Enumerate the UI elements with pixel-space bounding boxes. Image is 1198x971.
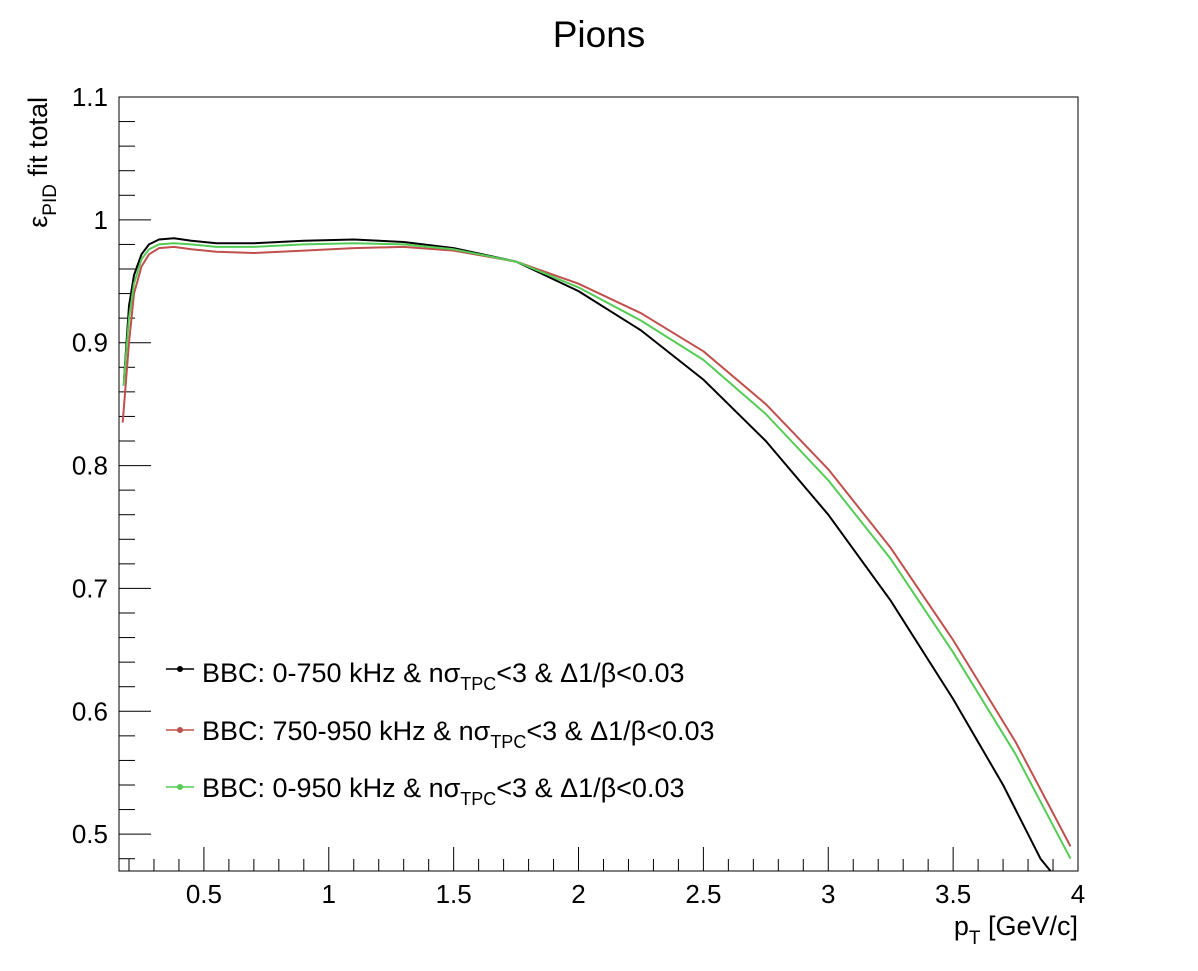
y-tick-label: 0.6: [72, 696, 108, 726]
legend-entry-2: BBC: 750-950 kHz & nσTPC<3 & Δ1/β<0.03: [166, 716, 715, 752]
x-tick-label: 3.5: [935, 879, 971, 909]
x-tick-label: 2.5: [685, 879, 721, 909]
legend: BBC: 0-750 kHz & nσTPC<3 & Δ1/β<0.03 BBC…: [166, 658, 715, 809]
x-axis-label-sub: T: [969, 928, 981, 949]
legend-marker-3: [177, 784, 183, 790]
series-line-3: [122, 242, 1072, 860]
y-tick-label: 1.1: [72, 82, 108, 112]
y-tick-label: 0.9: [72, 328, 108, 358]
legend-marker-1: [177, 666, 183, 672]
x-tick-label: 4: [1071, 879, 1085, 909]
x-tick-label: 1.5: [436, 879, 472, 909]
y-axis-label-rest: fit total: [23, 97, 53, 184]
legend-entry-3: BBC: 0-950 kHz & nσTPC<3 & Δ1/β<0.03: [166, 773, 684, 809]
y-axis-label-main: ε: [23, 216, 53, 228]
series-lines: [121, 237, 1072, 872]
x-tick-label: 3: [821, 879, 835, 909]
y-axis-label-sub: PID: [40, 184, 61, 216]
x-tick-label: 1: [322, 879, 336, 909]
legend-label-2: BBC: 750-950 kHz & nσTPC<3 & Δ1/β<0.03: [202, 716, 715, 752]
major-ticks: [119, 96, 1079, 871]
x-axis-label-rest: [GeV/c]: [980, 911, 1078, 941]
tick-labels: 0.5 1 1.5 2 2.5 3 3.5 4 0.5 0.6 0.7 0.8 0.9 1 1.1: [72, 82, 1085, 909]
legend-label-1: BBC: 0-750 kHz & nσTPC<3 & Δ1/β<0.03: [202, 658, 684, 694]
plot-frame: [118, 96, 1079, 872]
x-axis-label-main: p: [954, 911, 969, 941]
y-tick-label: 0.7: [72, 573, 108, 603]
series-line-1: [123, 237, 1052, 872]
minor-ticks: [119, 121, 1054, 871]
chart-title: Pions: [553, 14, 646, 55]
legend-label-3: BBC: 0-950 kHz & nσTPC<3 & Δ1/β<0.03: [202, 773, 684, 809]
x-tick-label: 2: [571, 879, 585, 909]
series-line-2: [121, 245, 1072, 847]
y-tick-label: 0.5: [72, 819, 108, 849]
y-tick-label: 1: [94, 205, 108, 235]
x-axis-label: pT [GeV/c]: [954, 911, 1078, 949]
legend-marker-2: [177, 727, 183, 733]
y-tick-label: 0.8: [72, 451, 108, 481]
y-axis-label: εPID fit total: [23, 97, 61, 228]
x-tick-label: 0.5: [186, 879, 222, 909]
legend-entry-1: BBC: 0-750 kHz & nσTPC<3 & Δ1/β<0.03: [166, 658, 684, 694]
